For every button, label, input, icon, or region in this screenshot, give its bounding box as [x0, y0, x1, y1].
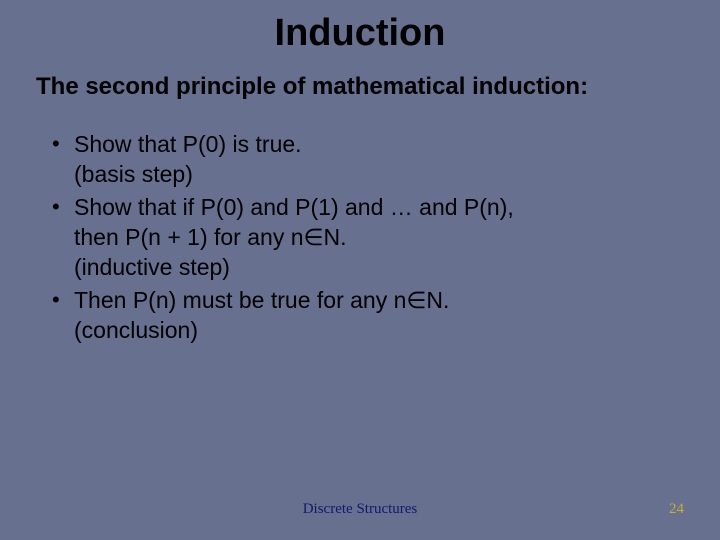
bullet-item: Then P(n) must be true for any n∈N.(conc…: [48, 285, 684, 346]
slide-title: Induction: [36, 12, 684, 55]
bullet-list: Show that P(0) is true.(basis step) Show…: [36, 129, 684, 346]
bullet-item: Show that if P(0) and P(1) and … and P(n…: [48, 192, 684, 283]
slide-subtitle: The second principle of mathematical ind…: [36, 73, 684, 101]
bullet-item: Show that P(0) is true.(basis step): [48, 129, 684, 190]
slide: Induction The second principle of mathem…: [0, 0, 720, 540]
page-number: 24: [669, 501, 684, 518]
footer-center-text: Discrete Structures: [0, 501, 720, 518]
